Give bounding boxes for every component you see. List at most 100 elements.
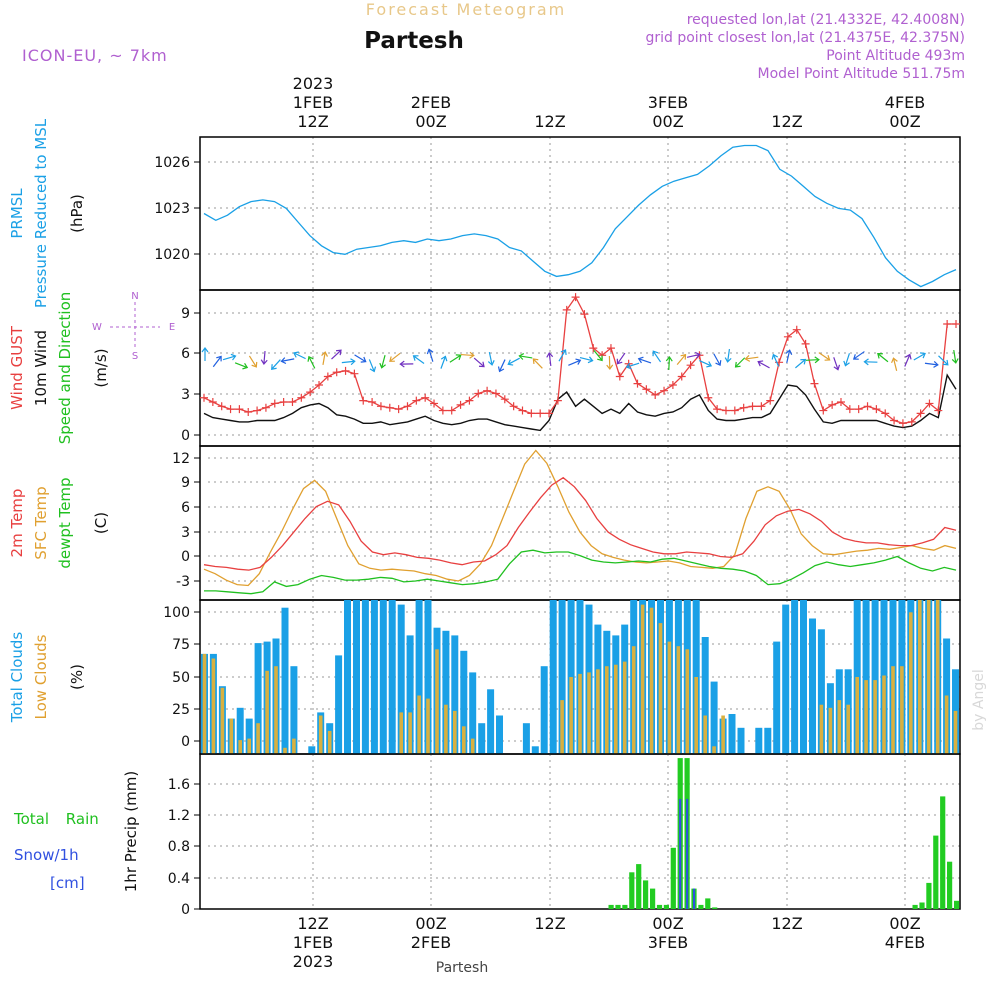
unit-label: (hPa) bbox=[68, 194, 86, 233]
panels: 1026 1023 1020 PRMSL Pressure Reduced to MSL… bbox=[8, 118, 961, 918]
gust-point bbox=[500, 395, 509, 404]
gust-point bbox=[394, 405, 403, 414]
wind-arrow bbox=[558, 349, 567, 362]
bar-total-clouds bbox=[469, 672, 477, 754]
ytick-label: 1.6 bbox=[168, 777, 190, 793]
bar-low-clouds bbox=[399, 712, 403, 754]
bar-total-rain bbox=[670, 847, 676, 909]
gust-point bbox=[916, 409, 925, 418]
gust-point bbox=[430, 399, 439, 408]
time-label-top: 2FEB bbox=[411, 93, 451, 112]
wind-arrow bbox=[331, 349, 342, 360]
gust-point bbox=[943, 320, 952, 329]
panel-temperature: 12 9 6 3 0 -3 2m Temp SFC Temp dewpt Temp (C) bbox=[8, 445, 961, 601]
bar-total-clouds bbox=[862, 600, 870, 754]
gust-point bbox=[925, 399, 934, 408]
bar-total-clouds bbox=[281, 607, 289, 754]
series-line-prmsl bbox=[203, 144, 957, 288]
bar-low-clouds bbox=[417, 695, 421, 754]
ytick-label: 6 bbox=[181, 500, 190, 516]
time-label-bottom: 12Z bbox=[534, 914, 565, 933]
gust-point bbox=[730, 406, 739, 415]
bar-total-clouds bbox=[236, 707, 244, 754]
ylabel-line: dewpt Temp bbox=[56, 477, 74, 568]
bar-snow-1h bbox=[679, 798, 682, 909]
gust-point bbox=[465, 396, 474, 405]
bar-total-clouds bbox=[335, 655, 343, 754]
gust-point bbox=[447, 406, 456, 415]
gust-point bbox=[332, 368, 341, 377]
bar-low-clouds bbox=[229, 718, 234, 754]
wind-arrow bbox=[579, 356, 594, 364]
bar-total-clouds bbox=[755, 727, 763, 754]
ytick-label: 12 bbox=[172, 451, 190, 467]
gust-point bbox=[739, 403, 748, 412]
gust-point bbox=[677, 372, 686, 381]
bar-low-clouds bbox=[631, 646, 636, 754]
bar-low-clouds bbox=[220, 687, 225, 754]
time-label-bottom: 12Z bbox=[771, 914, 802, 933]
model-label: ICON-EU, ~ 7km bbox=[22, 46, 168, 65]
wind-arrow bbox=[440, 355, 448, 369]
gust-point bbox=[783, 332, 792, 341]
compass-e: E bbox=[169, 322, 175, 333]
ylabel-line: 10m Wind bbox=[32, 330, 50, 406]
gust-point bbox=[748, 402, 757, 411]
wind-arrow bbox=[606, 355, 614, 370]
time-label-top: 1FEB bbox=[293, 93, 333, 112]
bar-low-clouds bbox=[703, 715, 707, 754]
bar-total-clouds bbox=[424, 600, 432, 754]
gust-point bbox=[810, 379, 819, 388]
wind-arrow bbox=[568, 358, 582, 366]
wind-arrow bbox=[913, 352, 926, 361]
bar-low-clouds bbox=[560, 700, 564, 754]
gust-point bbox=[226, 405, 235, 414]
bar-total-rain bbox=[954, 900, 960, 909]
series-line-dewpt-temp bbox=[204, 549, 957, 595]
wind-arrow bbox=[818, 352, 831, 361]
bar-low-clouds bbox=[453, 710, 457, 754]
ytick-label: 100 bbox=[163, 605, 190, 621]
bar-total-clouds bbox=[415, 600, 423, 754]
wind-arrow bbox=[891, 357, 898, 371]
bar-total-rain bbox=[656, 904, 663, 909]
bar-total-clouds bbox=[522, 723, 530, 754]
point-altitude: Point Altitude 493m bbox=[826, 48, 965, 64]
time-label-top: 00Z bbox=[652, 112, 683, 131]
ytick-label: 1.2 bbox=[168, 808, 190, 824]
ylabel-line: [cm] bbox=[50, 874, 85, 892]
ytick-label: 6 bbox=[181, 346, 190, 362]
gust-point bbox=[270, 399, 279, 408]
bar-low-clouds bbox=[247, 738, 251, 754]
ytick-label: 0 bbox=[181, 902, 190, 918]
wind-arrow bbox=[354, 354, 367, 363]
ytick-label: 0 bbox=[181, 428, 190, 444]
gust-point bbox=[306, 388, 315, 397]
wind-arrow bbox=[497, 359, 506, 373]
bar-total-rain bbox=[622, 904, 628, 909]
bar-total-rain bbox=[663, 904, 669, 909]
bar-total-clouds bbox=[487, 689, 495, 754]
wind-arrow bbox=[833, 357, 841, 371]
bar-low-clouds bbox=[605, 666, 609, 754]
ytick-label: 3 bbox=[181, 387, 190, 403]
bar-total-rain bbox=[608, 904, 614, 909]
bar-low-clouds bbox=[891, 666, 895, 754]
ytick-label: 0 bbox=[181, 549, 190, 565]
wind-arrow bbox=[676, 353, 687, 365]
grid-point-coords: grid point closest lon,lat (21.4375E, 42… bbox=[645, 30, 965, 46]
gust-point bbox=[801, 339, 810, 348]
time-label-top: 00Z bbox=[889, 112, 920, 131]
time-label-bottom: 3FEB bbox=[648, 933, 688, 952]
time-label-top: 4FEB bbox=[885, 93, 925, 112]
bar-total-clouds bbox=[290, 666, 298, 754]
bar-total-clouds bbox=[254, 643, 262, 754]
wind-arrow bbox=[389, 352, 401, 362]
time-label-bottom: 4FEB bbox=[885, 933, 925, 952]
ylabel-line: Speed and Direction bbox=[56, 292, 74, 445]
bar-total-clouds bbox=[361, 600, 369, 754]
gust-point bbox=[456, 400, 465, 409]
bar-low-clouds bbox=[283, 747, 287, 754]
